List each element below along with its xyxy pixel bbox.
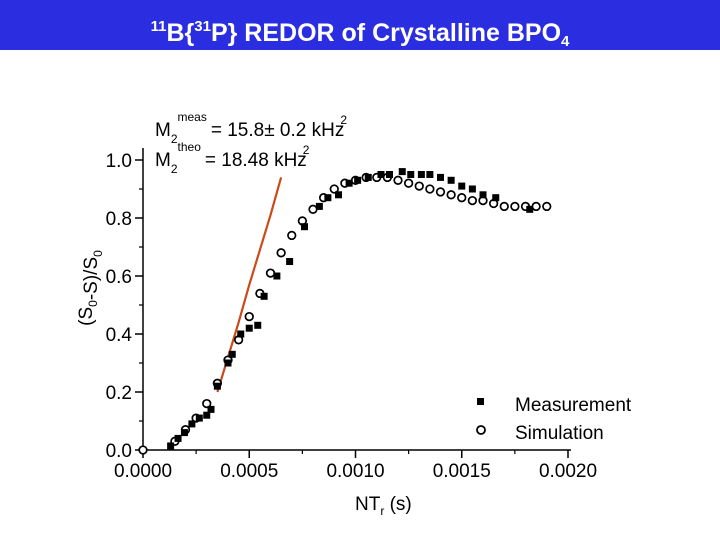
measurement-point [188, 420, 196, 428]
x-tick-label: 0.0000 [114, 461, 172, 482]
simulation-point [446, 190, 456, 200]
measurement-point [224, 359, 232, 367]
simulation-point [329, 184, 339, 194]
meas-unit-sup: 2 [340, 113, 347, 127]
measurement-point [417, 171, 425, 178]
theo-annotation: M2theo= 18.48 kHz2 [155, 140, 310, 176]
title-subscript-4: 4 [561, 33, 570, 50]
simulation-point [287, 230, 297, 241]
simulation-point [244, 311, 254, 322]
x-tick-label: 0.0020 [539, 461, 597, 482]
measurement-point [203, 411, 211, 419]
simulation-point [138, 445, 148, 455]
simulation-point [403, 178, 414, 188]
title-superscript-11: 11 [150, 18, 167, 35]
measurement-point [286, 258, 294, 265]
simulation-point [531, 201, 541, 212]
measurement-point [426, 171, 434, 178]
y-tick-label: 0.6 [106, 267, 132, 288]
title-b: B{ [166, 19, 195, 47]
measurement-point [167, 442, 175, 450]
x-tick-label: 0.0005 [220, 461, 278, 482]
measurement-point [447, 176, 455, 184]
measurement-point [377, 171, 385, 178]
measurement-point [195, 414, 203, 422]
measurement-point [335, 191, 342, 199]
meas-base: M [155, 120, 171, 141]
theo-sub: 2 [171, 162, 178, 176]
measurement-point [174, 434, 182, 442]
simulation-point [265, 268, 276, 278]
measurement-point [324, 194, 332, 202]
simulation-point [435, 187, 446, 197]
y-tick-label: 0.8 [106, 209, 132, 230]
theo-unit-sup: 2 [303, 143, 310, 157]
simulation-point [425, 184, 435, 194]
title-superscript-31: 31 [194, 18, 211, 35]
measurement-point [468, 185, 476, 193]
measurement-point [345, 179, 353, 187]
x-axis-label: NTr (s) [355, 494, 412, 518]
theo-value: = 18.48 kHz [205, 150, 307, 171]
measurement-point [245, 324, 253, 332]
measurement-point [492, 194, 500, 202]
simulation-point [510, 201, 520, 212]
measurement-point [398, 168, 406, 176]
measurement-point [237, 330, 245, 338]
measurement-point [180, 429, 188, 437]
title-bar [0, 0, 720, 50]
legend-circle-marker [476, 425, 486, 435]
measurement-point [260, 292, 268, 300]
measurement-point [479, 191, 487, 199]
simulation-point [276, 248, 286, 258]
x-tick-label: 0.0015 [433, 461, 491, 482]
simulation-point [414, 181, 424, 191]
measurement-point [364, 173, 372, 181]
axes: 0.0 0.2 0.4 0.6 0.8 1.0 0.0000 0.0005 0.0010 0.00… [76, 148, 597, 518]
title-mid: P} REDOR of Crystalline BPO [210, 19, 562, 47]
measurement-point [354, 176, 362, 184]
meas-value: = 15.8± 0.2 kHz [211, 120, 344, 141]
simulation-point [467, 195, 478, 206]
simulation-point [202, 398, 212, 409]
measurement-point [458, 182, 466, 190]
measurement-point [254, 321, 262, 329]
measurement-point [526, 205, 534, 213]
meas-sub: 2 [171, 132, 178, 146]
theo-sup: theo [178, 140, 202, 154]
measurement-point [315, 202, 323, 210]
measurement-point [437, 173, 444, 181]
y-axis-label: (S0-S)/S0 [76, 250, 105, 326]
x-tick-label: 0.0010 [326, 461, 384, 482]
y-tick-label: 1.0 [106, 151, 132, 172]
measurement-point [386, 171, 393, 178]
markers-layer [138, 168, 552, 455]
measurement-point [301, 223, 308, 231]
measurement-point [207, 405, 215, 413]
meas-sup: meas [178, 110, 207, 124]
legend-measurement-label: Measurement [515, 395, 632, 416]
legend-square-marker [477, 398, 484, 405]
simulation-point [499, 201, 509, 212]
y-tick-label: 0.0 [106, 441, 132, 462]
simulation-point [542, 201, 552, 212]
simulation-point [457, 193, 467, 203]
measurement-point [407, 171, 415, 178]
chart-title: 11B{31P} REDOR of Crystalline BPO4 [0, 0, 720, 50]
legend: Measurement Simulation [476, 395, 632, 444]
measurement-point [228, 350, 236, 358]
measurement-point [273, 272, 281, 280]
y-tick-label: 0.2 [106, 383, 132, 404]
legend-simulation-label: Simulation [515, 423, 604, 444]
simulation-point [393, 175, 403, 185]
measurement-point [213, 382, 221, 390]
simulation-point [308, 204, 318, 214]
y-tick-label: 0.4 [106, 325, 133, 346]
theo-base: M [155, 150, 171, 171]
meas-annotation: M2meas= 15.8± 0.2 kHz2 [155, 110, 347, 146]
